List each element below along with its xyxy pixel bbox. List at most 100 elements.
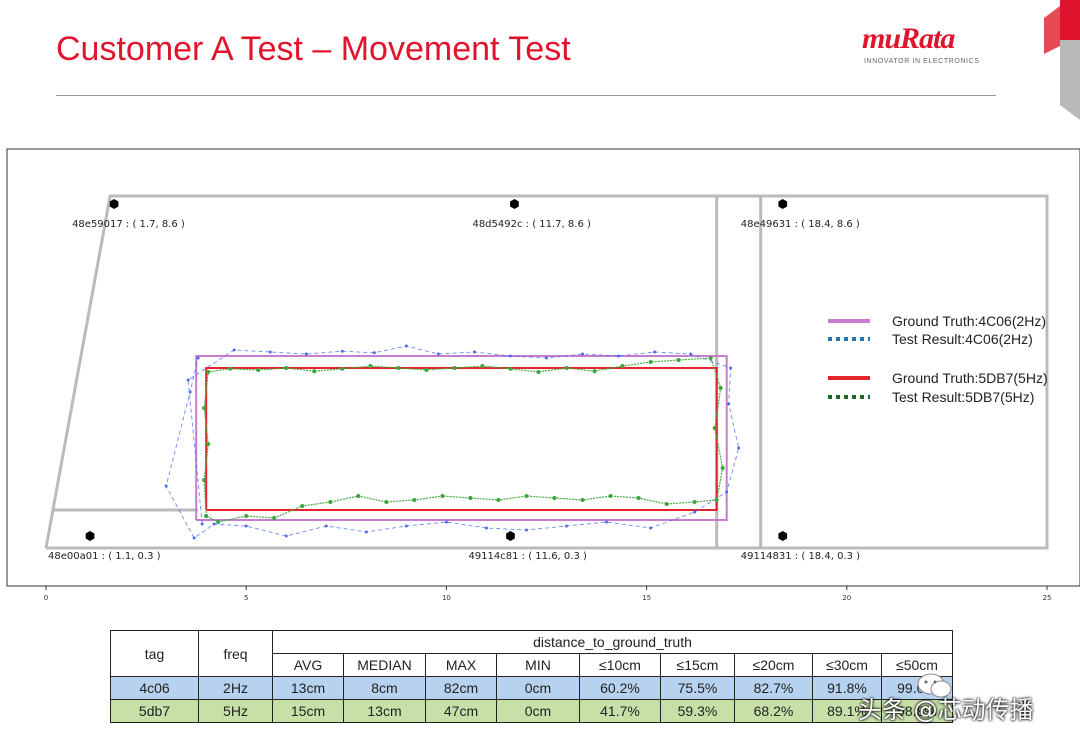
- cell-freq: 5Hz: [198, 699, 273, 723]
- data-point: [244, 524, 248, 528]
- title-divider: [56, 95, 996, 96]
- anchor-marker: [778, 199, 788, 209]
- data-point: [536, 370, 541, 374]
- anchor-label: 49114831 : ( 18.4, 0.3 ): [741, 551, 860, 562]
- anchor-label: 48d5492c : ( 11.7, 8.6 ): [472, 219, 591, 230]
- data-point: [524, 528, 528, 532]
- cell-min: 0cm: [496, 676, 580, 700]
- x-tick-label: 0: [44, 594, 48, 602]
- corner-decoration: [1044, 0, 1080, 120]
- cell-avg: 13cm: [272, 676, 344, 700]
- data-point: [202, 478, 207, 482]
- anchor-marker: [778, 531, 788, 541]
- data-point: [468, 496, 473, 500]
- logo-brand: muRata: [862, 22, 955, 55]
- data-point: [592, 369, 597, 374]
- data-point: [727, 402, 731, 406]
- data-point: [508, 354, 512, 358]
- x-tick-label: 5: [244, 594, 248, 602]
- data-point: [620, 364, 625, 368]
- x-tick-label: 15: [642, 594, 651, 602]
- data-point: [324, 524, 328, 528]
- data-point: [404, 524, 408, 528]
- data-point: [718, 386, 723, 390]
- data-point: [653, 350, 657, 354]
- anchor-marker: [506, 531, 515, 541]
- data-point: [648, 360, 653, 364]
- cell-le20: 82.7%: [734, 676, 813, 700]
- data-point: [404, 344, 408, 348]
- data-point: [452, 366, 457, 370]
- data-point: [206, 370, 211, 374]
- data-point: [206, 442, 211, 446]
- murata-logo: muRata INNOVATOR IN ELECTRONICS: [862, 22, 998, 72]
- data-point: [372, 351, 376, 355]
- data-point: [676, 358, 681, 362]
- watermark-text: 头条 @芯动传播: [858, 696, 1034, 724]
- data-point: [693, 510, 697, 514]
- anchor-label: 49114c81 : ( 11.6, 0.3 ): [468, 551, 587, 562]
- data-point: [256, 368, 261, 372]
- data-point: [188, 390, 192, 394]
- cell-median: 8cm: [343, 676, 426, 700]
- data-point: [212, 522, 216, 526]
- data-point: [649, 526, 653, 530]
- header-distance-group: distance_to_ground_truth: [272, 630, 953, 654]
- logo-tagline: INNOVATOR IN ELECTRONICS: [864, 58, 980, 65]
- wechat-icon: [917, 673, 952, 698]
- data-point: [312, 369, 317, 374]
- legend-label: Ground Truth:4C06(2Hz): [892, 313, 1046, 329]
- anchor-marker: [510, 199, 519, 209]
- cell-le30: 91.8%: [812, 676, 882, 700]
- data-point: [664, 502, 669, 506]
- x-tick-label: 20: [842, 594, 851, 602]
- header-max: MAX: [425, 653, 497, 677]
- data-point: [304, 352, 308, 356]
- anchor-label: 48e59017 : ( 1.7, 8.6 ): [72, 219, 185, 230]
- cell-le15: 59.3%: [660, 699, 735, 723]
- cell-avg: 15cm: [272, 699, 344, 723]
- data-point: [204, 514, 209, 518]
- legend-label: Test Result:4C06(2Hz): [892, 331, 1033, 347]
- data-point: [300, 504, 305, 508]
- ground-truth-line: [205, 367, 718, 511]
- data-point: [636, 496, 641, 500]
- data-point: [580, 498, 585, 502]
- data-point: [232, 348, 236, 352]
- data-point: [689, 352, 693, 356]
- header-tag: tag: [110, 630, 199, 677]
- data-point: [436, 352, 440, 356]
- header-avg: AVG: [272, 653, 344, 677]
- data-point: [496, 498, 501, 502]
- data-point: [524, 494, 529, 498]
- data-point: [412, 498, 417, 502]
- data-point: [340, 349, 344, 353]
- anchor-label: 48e00a01 : ( 1.1, 0.3 ): [48, 551, 161, 562]
- data-point: [440, 494, 445, 498]
- data-point: [472, 350, 476, 354]
- data-point: [712, 426, 717, 430]
- cell-le10: 41.7%: [579, 699, 661, 723]
- cell-tag: 4c06: [110, 676, 199, 700]
- data-point: [328, 500, 333, 504]
- cell-le20: 68.2%: [734, 699, 813, 723]
- data-point: [216, 520, 221, 524]
- cell-min: 0cm: [496, 699, 580, 723]
- cell-le50: 98.8%: [881, 699, 953, 723]
- cell-median: 13cm: [343, 699, 426, 723]
- data-point: [356, 494, 361, 498]
- data-point: [272, 516, 277, 520]
- data-point: [196, 356, 200, 360]
- data-point: [244, 514, 249, 518]
- table-row: 5db7 5Hz 15cm 13cm 47cm 0cm 41.7% 59.3% …: [110, 699, 953, 723]
- header-le10: ≤10cm: [579, 653, 661, 677]
- data-point: [565, 524, 569, 528]
- results-table: tag freq distance_to_ground_truth AVG ME…: [110, 630, 953, 723]
- anchor-label: 48e49631 : ( 18.4, 8.6 ): [741, 219, 860, 230]
- data-point: [729, 366, 733, 370]
- x-tick-label: 25: [1043, 594, 1052, 602]
- legend-label: Ground Truth:5DB7(5Hz): [892, 370, 1048, 386]
- data-point: [617, 354, 621, 358]
- room-outline: [44, 194, 1049, 550]
- plot-frame: [6, 148, 1080, 587]
